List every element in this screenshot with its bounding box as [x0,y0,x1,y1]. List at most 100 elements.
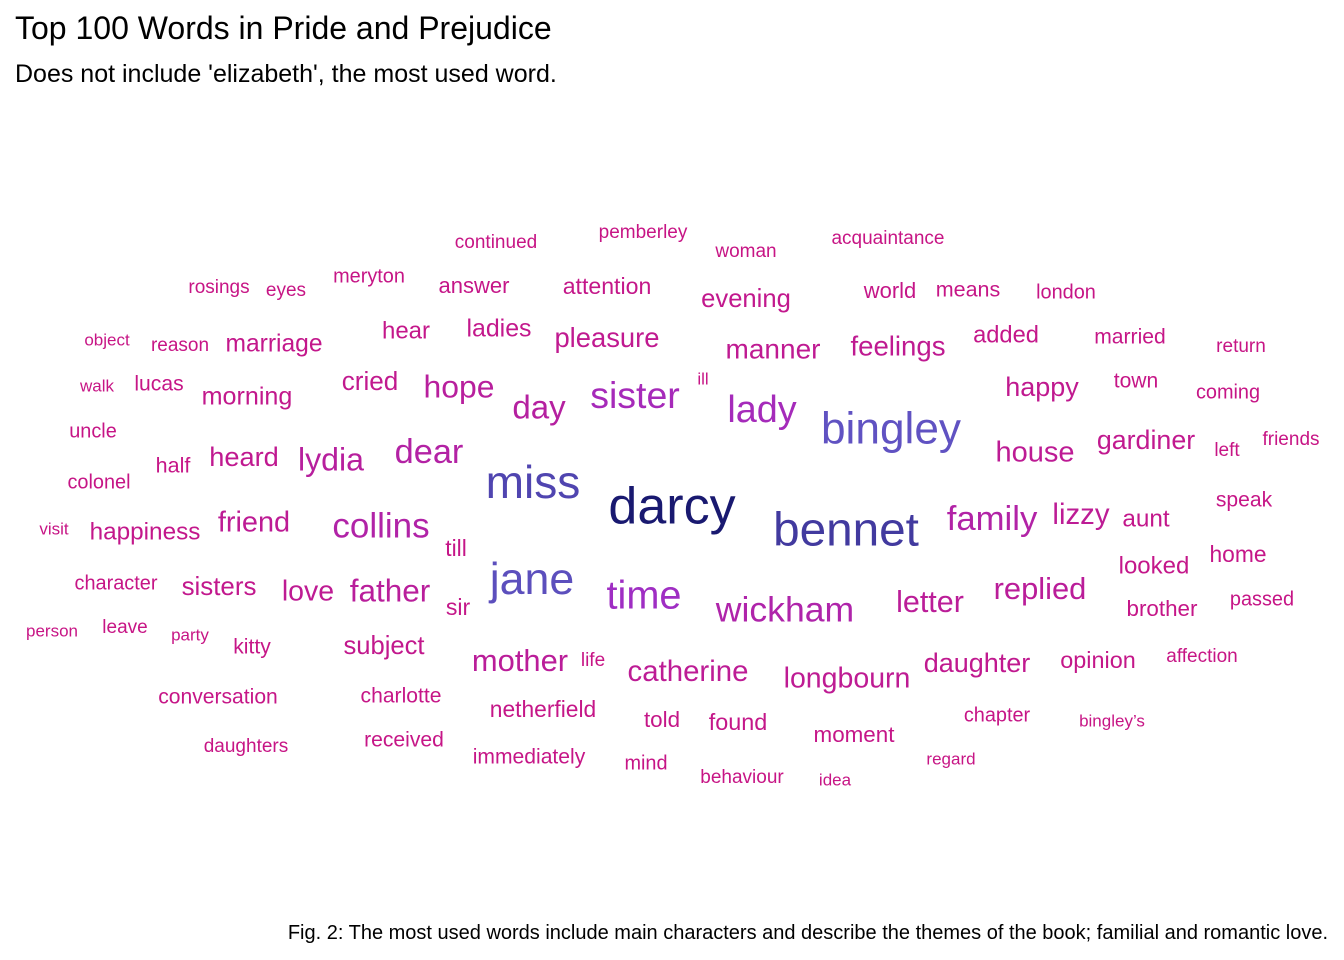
word-affection: affection [1166,646,1237,667]
word-meryton: meryton [333,265,405,287]
word-happiness: happiness [90,518,201,545]
word-father: father [350,572,431,608]
word-evening: evening [701,285,791,313]
word-lydia: lydia [298,441,364,477]
word-time: time [607,573,682,617]
word-daughters: daughters [204,736,289,757]
word-morning: morning [202,383,293,411]
word-ladies: ladies [466,315,531,343]
word-house: house [995,437,1074,469]
word-world: world [863,278,917,303]
word-received: received [364,729,444,752]
word-replied: replied [994,571,1087,606]
word-attention: attention [563,273,652,299]
word-hear: hear [382,317,430,344]
word-coming: coming [1196,381,1260,403]
word-immediately: immediately [473,746,586,769]
word-idea: idea [819,770,852,789]
word-married: married [1094,326,1166,349]
word-regard: regard [926,749,975,768]
word-bennet: bennet [773,504,919,557]
word-return: return [1216,336,1266,357]
figure-caption: Fig. 2: The most used words include main… [287,922,1328,944]
word-half: half [156,454,191,478]
word-moment: moment [814,722,896,747]
word-rosings: rosings [188,277,249,298]
word-eyes: eyes [266,280,306,301]
word-colonel: colonel [67,471,130,493]
word-continued: continued [455,232,537,253]
word-catherine: catherine [628,655,749,688]
word-pemberley: pemberley [599,222,688,243]
word-kitty: kitty [233,636,271,659]
word-sisters: sisters [182,573,257,601]
word-love: love [282,576,334,608]
word-told: told [644,707,680,732]
word-heard: heard [209,441,279,472]
word-life: life [581,650,605,671]
word-daughter: daughter [924,648,1031,678]
word-lady: lady [727,389,796,431]
word-speak: speak [1216,489,1273,512]
word-lizzy: lizzy [1052,498,1109,531]
word-till: till [445,535,467,561]
word-happy: happy [1005,372,1079,402]
word-opinion: opinion [1060,647,1135,673]
word-aunt: aunt [1122,505,1170,532]
word-subject: subject [343,632,424,660]
word-darcy: darcy [608,478,735,536]
word-manner: manner [726,333,821,364]
word-friend: friend [218,507,290,539]
word-uncle: uncle [69,420,117,442]
word-netherfield: netherfield [490,696,596,722]
word-means: means [936,278,1001,302]
word-person: person [26,621,78,640]
word-brother: brother [1127,596,1198,621]
chart-subtitle: Does not include 'elizabeth', the most u… [15,60,557,88]
word-hope: hope [424,368,495,404]
word-mind: mind [624,752,667,774]
word-leave: leave [102,617,147,638]
word-visit: visit [39,519,69,538]
word-chapter: chapter [964,704,1031,726]
word-letter: letter [896,585,964,619]
word-sister: sister [590,374,680,416]
word-town: town [1114,370,1159,393]
word-looked: looked [1119,552,1190,579]
word-added: added [973,322,1039,348]
word-mother: mother [472,643,568,678]
word-longbourn: longbourn [784,663,911,695]
word-behaviour: behaviour [700,767,784,788]
word-bingley: bingley [821,405,961,454]
word-party: party [171,625,209,644]
word-sir: sir [446,594,471,620]
chart-title: Top 100 Words in Pride and Prejudice [15,10,552,46]
word-friends: friends [1262,429,1319,450]
word-feelings: feelings [850,330,945,361]
word-wickham: wickham [715,589,854,629]
word-gardiner: gardiner [1097,425,1195,455]
word-cried: cried [342,366,399,396]
word-miss: miss [486,456,581,508]
word-family: family [947,500,1038,538]
word-character: character [75,572,158,594]
word-marriage: marriage [225,331,322,358]
word-object: object [84,330,130,349]
word-dear: dear [395,433,464,471]
word-reason: reason [151,335,209,356]
word-pleasure: pleasure [554,322,659,353]
word-woman: woman [714,241,776,262]
word-home: home [1209,541,1266,567]
word-passed: passed [1230,588,1294,610]
word-day: day [512,390,566,427]
word-lucas: lucas [134,373,183,396]
word-answer: answer [439,273,510,298]
word-jane: jane [488,555,575,604]
word-walk: walk [79,376,115,395]
word-found: found [709,709,768,735]
word-ill: ill [697,369,708,388]
word-collins: collins [332,506,429,545]
word-bingley-s: bingley’s [1079,711,1145,730]
word-charlotte: charlotte [361,685,442,708]
